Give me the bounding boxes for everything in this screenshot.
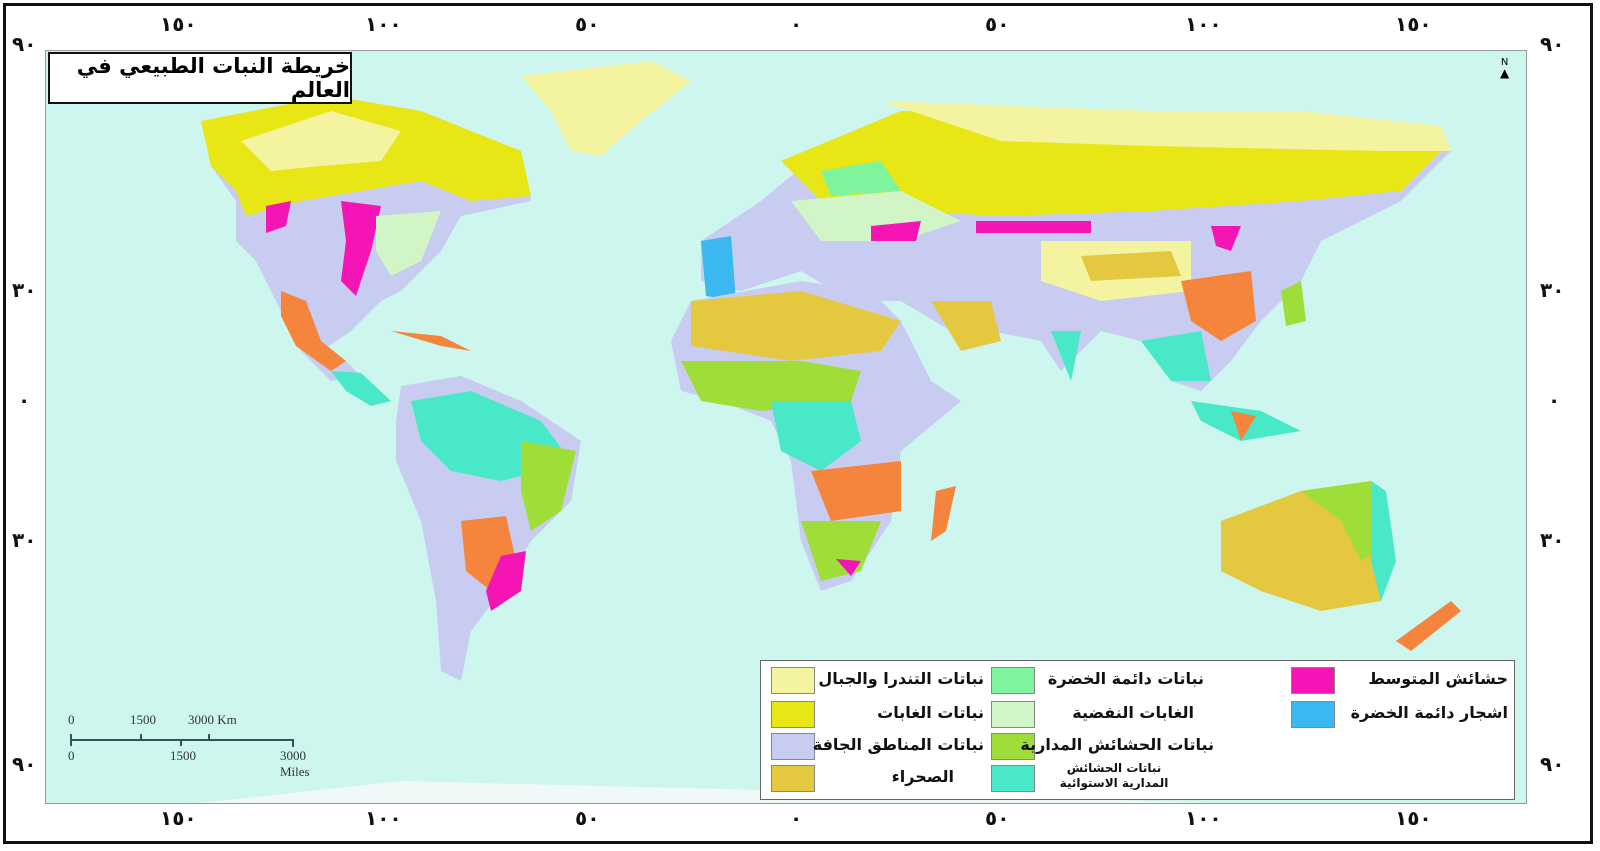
- lon-label-bottom: ١٥٠: [160, 806, 197, 830]
- lon-label-bottom: ٥٠: [575, 806, 600, 830]
- scale-bar: 0 1500 3000 Km 0 1500 3000 Miles: [60, 712, 320, 779]
- map-title: خريطة النبات الطبيعي في العالم: [48, 52, 352, 104]
- legend-label: الغابات النفضية: [1072, 703, 1194, 722]
- map-graphic: [201, 61, 1461, 803]
- legend-label: نباتات الحشائش المدارية الاستوائية: [1059, 761, 1169, 790]
- lat-label-right: ٣٠: [1540, 528, 1565, 552]
- legend-label: نباتات الغابات: [877, 703, 984, 722]
- scale-km-label: 1500: [130, 712, 156, 727]
- legend-label: نباتات التندرا والجبال: [818, 669, 984, 688]
- greenland: [521, 61, 691, 156]
- lon-label-top: ٥٠: [985, 12, 1010, 36]
- scale-mile-label: 3000 Miles: [280, 748, 310, 779]
- lon-label-bottom: ١٠٠: [1185, 806, 1222, 830]
- legend-swatch-tropical-grass: [991, 733, 1035, 760]
- lat-label-right: ٩٠: [1540, 32, 1565, 56]
- lat-label-left: ٠: [18, 388, 31, 412]
- scale-km-label: 0: [68, 712, 75, 727]
- lon-label-bottom: ١٠٠: [365, 806, 402, 830]
- map-frame: [3, 3, 1593, 844]
- lon-label-top: ١٠٠: [365, 12, 402, 36]
- lon-label-top: ١٥٠: [160, 12, 197, 36]
- lon-label-top: ٥٠: [575, 12, 600, 36]
- legend-label: نباتات دائمة الخضرة: [1047, 669, 1204, 688]
- lat-label-right: ٠: [1548, 388, 1561, 412]
- legend-swatch-evergreen-trees: [1291, 701, 1335, 728]
- lon-label-bottom: ١٥٠: [1395, 806, 1432, 830]
- legend-swatch-dry: [771, 733, 815, 760]
- north-label: N: [1500, 57, 1509, 68]
- lat-label-right: ٣٠: [1540, 278, 1565, 302]
- legend-label: الصحراء: [891, 767, 954, 786]
- lon-label-top: ١٠٠: [1185, 12, 1222, 36]
- new-zealand: [1396, 601, 1461, 651]
- lat-label-left: ٣٠: [12, 278, 37, 302]
- lat-label-left: ٣٠: [12, 528, 37, 552]
- scale-km-label: 3000 Km: [188, 712, 237, 727]
- legend-swatch-deciduous: [991, 701, 1035, 728]
- legend-label: نباتات الحشائش المدارية: [1020, 735, 1214, 754]
- lat-label-left: ٩٠: [12, 32, 37, 56]
- legend-label: اشجار دائمة الخضرة: [1350, 703, 1508, 722]
- scale-mile-label: 1500: [170, 748, 196, 763]
- legend-swatch-mediterranean: [1291, 667, 1335, 694]
- legend-label: حشائش المتوسط: [1368, 669, 1508, 688]
- scale-mile-label: 0: [68, 748, 75, 763]
- lon-label-bottom: ٥٠: [985, 806, 1010, 830]
- lon-label-bottom: ٠: [790, 806, 803, 830]
- lon-label-top: ٠: [790, 12, 803, 36]
- legend-swatch-equatorial-grass: [991, 765, 1035, 792]
- lat-label-right: ٩٠: [1540, 752, 1565, 776]
- legend: نباتات التندرا والجبال نباتات الغابات نب…: [760, 660, 1515, 800]
- legend-swatch-desert: [771, 765, 815, 792]
- lat-label-left: ٩٠: [12, 752, 37, 776]
- legend-label: نباتات المناطق الجافة: [812, 735, 984, 754]
- legend-swatch-forest: [771, 701, 815, 728]
- legend-swatch-evergreen: [991, 667, 1035, 694]
- lon-label-top: ١٥٠: [1395, 12, 1432, 36]
- north-arrow-icon: N ▲: [1500, 57, 1510, 80]
- legend-swatch-tundra: [771, 667, 815, 694]
